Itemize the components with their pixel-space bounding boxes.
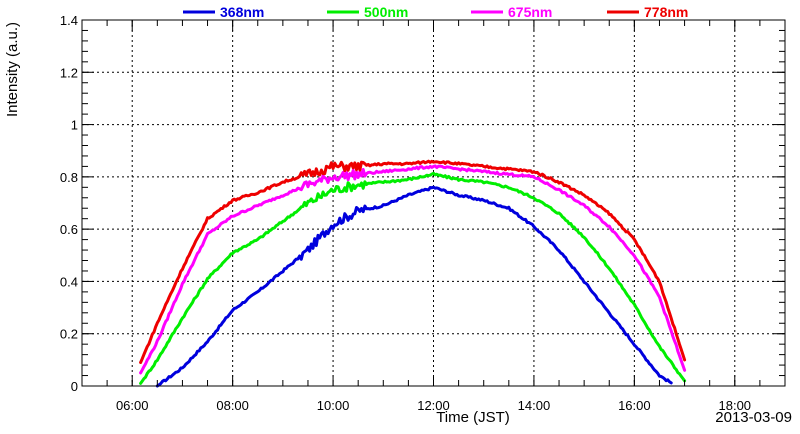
legend: 368nm 500nm 675nm 778nm — [183, 4, 688, 20]
y-tick-label: 1.2 — [60, 65, 78, 80]
legend-label-368nm: 368nm — [220, 4, 264, 20]
date-label: 2013-03-09 — [715, 409, 792, 426]
y-tick-label: 0.6 — [60, 222, 78, 237]
y-tick-label: 1.4 — [60, 13, 78, 28]
series-line-500nm — [139, 171, 687, 385]
y-tick-label: 0.4 — [60, 274, 78, 289]
x-tick-label: 06:00 — [116, 398, 149, 413]
y-axis-title: Intensity (a.u.) — [4, 22, 21, 117]
x-tick-label: 10:00 — [317, 398, 350, 413]
legend-label-675nm: 675nm — [508, 4, 552, 20]
y-tick-label: 1 — [71, 118, 78, 133]
legend-label-500nm: 500nm — [364, 4, 408, 20]
series-layer — [139, 159, 687, 388]
y-tick-label: 0.2 — [60, 327, 78, 342]
y-tick-label: 0 — [71, 379, 78, 394]
x-tick-label: 14:00 — [518, 398, 551, 413]
series-line-675nm — [139, 164, 687, 375]
x-tick-label: 16:00 — [618, 398, 651, 413]
x-tick-label: 08:00 — [216, 398, 249, 413]
legend-label-778nm: 778nm — [644, 4, 688, 20]
y-tick-label: 0.8 — [60, 170, 78, 185]
series-line-778nm — [139, 159, 687, 364]
x-tick-label: 18:00 — [719, 398, 752, 413]
series-line-368nm — [155, 185, 673, 388]
grid-layer — [82, 20, 785, 386]
x-tick-label: 12:00 — [417, 398, 450, 413]
x-axis-title: Time (JST) — [436, 409, 510, 426]
tick-layer: 0 0.2 0.4 0.6 0.8 1 1.2 1.4 06:00 08:00 10:00 12:00… — [60, 13, 786, 413]
